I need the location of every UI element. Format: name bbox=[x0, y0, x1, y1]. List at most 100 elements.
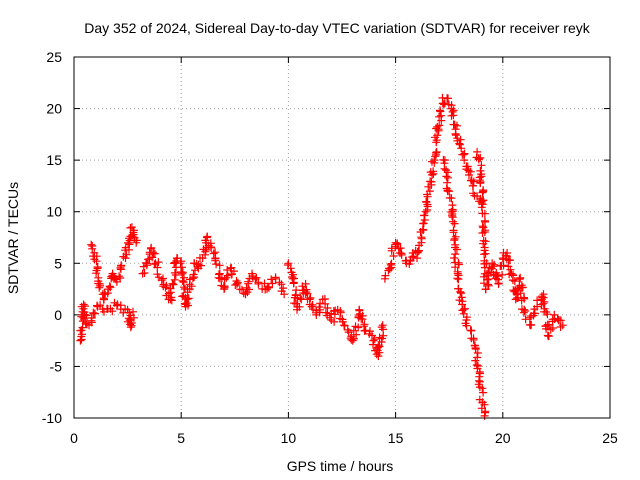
data-point bbox=[442, 172, 451, 181]
data-point bbox=[271, 273, 280, 282]
data-point bbox=[469, 181, 478, 190]
data-point bbox=[184, 294, 193, 303]
data-point bbox=[519, 308, 528, 317]
x-axis-label: GPS time / hours bbox=[287, 458, 394, 474]
data-point bbox=[357, 314, 366, 323]
data-point bbox=[161, 283, 170, 292]
data-point bbox=[543, 310, 552, 319]
data-point bbox=[433, 122, 442, 131]
data-point bbox=[189, 270, 198, 279]
data-point bbox=[182, 299, 191, 308]
data-point bbox=[154, 258, 163, 267]
data-point bbox=[449, 228, 458, 237]
data-point bbox=[479, 196, 488, 205]
data-point bbox=[533, 296, 542, 305]
data-point bbox=[275, 278, 284, 287]
data-point bbox=[448, 217, 457, 226]
data-point bbox=[387, 259, 396, 268]
data-point bbox=[455, 139, 464, 148]
data-point bbox=[373, 346, 382, 355]
data-point bbox=[301, 279, 310, 288]
data-point bbox=[510, 277, 519, 286]
data-point bbox=[212, 260, 221, 269]
data-point bbox=[93, 264, 102, 273]
data-point bbox=[245, 285, 253, 294]
data-point bbox=[370, 335, 379, 344]
data-point bbox=[417, 234, 426, 243]
data-point bbox=[232, 279, 241, 288]
data-point bbox=[177, 257, 186, 266]
data-point bbox=[445, 193, 454, 202]
data-point bbox=[466, 167, 475, 176]
data-point bbox=[374, 352, 383, 361]
data-point bbox=[457, 144, 466, 153]
data-point bbox=[454, 260, 463, 269]
data-point bbox=[432, 148, 440, 157]
data-point bbox=[452, 245, 461, 254]
data-point bbox=[140, 269, 149, 277]
data-point bbox=[142, 258, 150, 267]
data-point bbox=[366, 327, 374, 336]
data-point bbox=[263, 282, 272, 291]
data-point bbox=[176, 259, 185, 268]
data-point bbox=[430, 156, 439, 165]
data-point bbox=[429, 167, 438, 176]
data-point bbox=[480, 209, 489, 218]
data-point bbox=[450, 236, 459, 245]
data-point bbox=[484, 281, 493, 290]
data-point bbox=[484, 268, 493, 277]
data-point bbox=[448, 107, 457, 116]
data-point bbox=[330, 317, 339, 326]
data-point bbox=[487, 264, 496, 273]
y-tick-label: -5 bbox=[50, 358, 63, 374]
data-point bbox=[480, 216, 489, 225]
y-tick-label: 0 bbox=[54, 307, 62, 323]
data-point bbox=[238, 285, 246, 294]
data-point bbox=[194, 260, 203, 269]
data-point bbox=[127, 321, 136, 330]
data-point bbox=[132, 238, 141, 247]
data-point bbox=[375, 333, 384, 342]
data-point bbox=[517, 296, 526, 305]
x-tick-label: 20 bbox=[495, 430, 511, 446]
data-point bbox=[170, 275, 179, 284]
data-point bbox=[296, 294, 305, 302]
data-point bbox=[215, 261, 224, 270]
data-point bbox=[121, 254, 130, 263]
data-point bbox=[435, 112, 444, 121]
data-point bbox=[467, 326, 476, 335]
data-point bbox=[171, 271, 180, 279]
data-point bbox=[456, 135, 465, 144]
data-point bbox=[427, 180, 436, 189]
data-point bbox=[387, 244, 396, 253]
data-point bbox=[105, 282, 114, 291]
data-point bbox=[397, 249, 406, 258]
data-point bbox=[507, 269, 516, 278]
data-point bbox=[260, 279, 269, 288]
data-point bbox=[529, 311, 538, 320]
data-point bbox=[80, 315, 89, 323]
data-point bbox=[540, 297, 549, 306]
data-point bbox=[484, 275, 493, 284]
data-point bbox=[476, 153, 485, 162]
data-point bbox=[159, 274, 167, 283]
data-point bbox=[473, 353, 482, 362]
x-tick-label: 5 bbox=[177, 430, 185, 446]
data-point bbox=[355, 306, 364, 315]
data-point bbox=[479, 388, 488, 397]
data-point bbox=[280, 290, 289, 299]
data-point bbox=[393, 239, 402, 248]
data-point bbox=[432, 148, 441, 156]
data-point bbox=[92, 266, 101, 275]
data-point bbox=[178, 292, 187, 301]
data-point bbox=[425, 187, 434, 196]
data-point bbox=[558, 321, 567, 330]
grid-lines bbox=[74, 57, 610, 418]
data-point bbox=[479, 187, 488, 196]
data-point bbox=[454, 275, 463, 284]
data-point bbox=[179, 291, 188, 300]
data-point bbox=[498, 270, 507, 279]
data-point bbox=[321, 299, 330, 308]
data-point bbox=[516, 289, 525, 298]
